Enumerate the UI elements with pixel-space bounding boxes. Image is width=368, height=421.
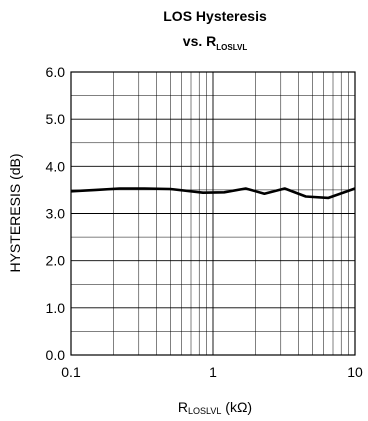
- chart-title-subscript: LOSLVL: [216, 43, 247, 52]
- y-tick-label: 2.0: [46, 253, 66, 269]
- y-tick-labels: 0.0 1.0 2.0 3.0 4.0 5.0 6.0: [46, 64, 66, 363]
- x-tick-label: 1: [209, 364, 217, 380]
- y-axis-label: HYSTERESIS (dB): [7, 153, 23, 272]
- plot-frame: [70, 71, 356, 356]
- x-tick-label: 10: [347, 364, 363, 380]
- grid: [70, 71, 355, 356]
- y-tick-label: 3.0: [46, 206, 66, 222]
- chart-title-line2: vs. RLOSLVL: [183, 33, 248, 52]
- chart-title-prefix: vs. R: [183, 33, 216, 49]
- y-tick-label: 4.0: [46, 158, 66, 174]
- x-tick-labels: 0.1 1 10: [61, 364, 363, 380]
- series-line: [70, 187, 356, 200]
- chart-title-line1: LOS Hysteresis: [163, 8, 267, 24]
- x-axis-label-subscript: LOSLVL: [188, 406, 221, 416]
- y-tick-label: 0.0: [46, 347, 66, 363]
- x-axis-label: RLOSLVL (kΩ): [178, 399, 252, 416]
- x-axis-label-main: R: [178, 399, 188, 415]
- y-tick-label: 6.0: [46, 64, 66, 80]
- x-tick-label: 0.1: [61, 364, 81, 380]
- x-axis-label-unit: (kΩ): [221, 399, 252, 415]
- y-tick-label: 5.0: [46, 111, 66, 127]
- y-tick-label: 1.0: [46, 300, 66, 316]
